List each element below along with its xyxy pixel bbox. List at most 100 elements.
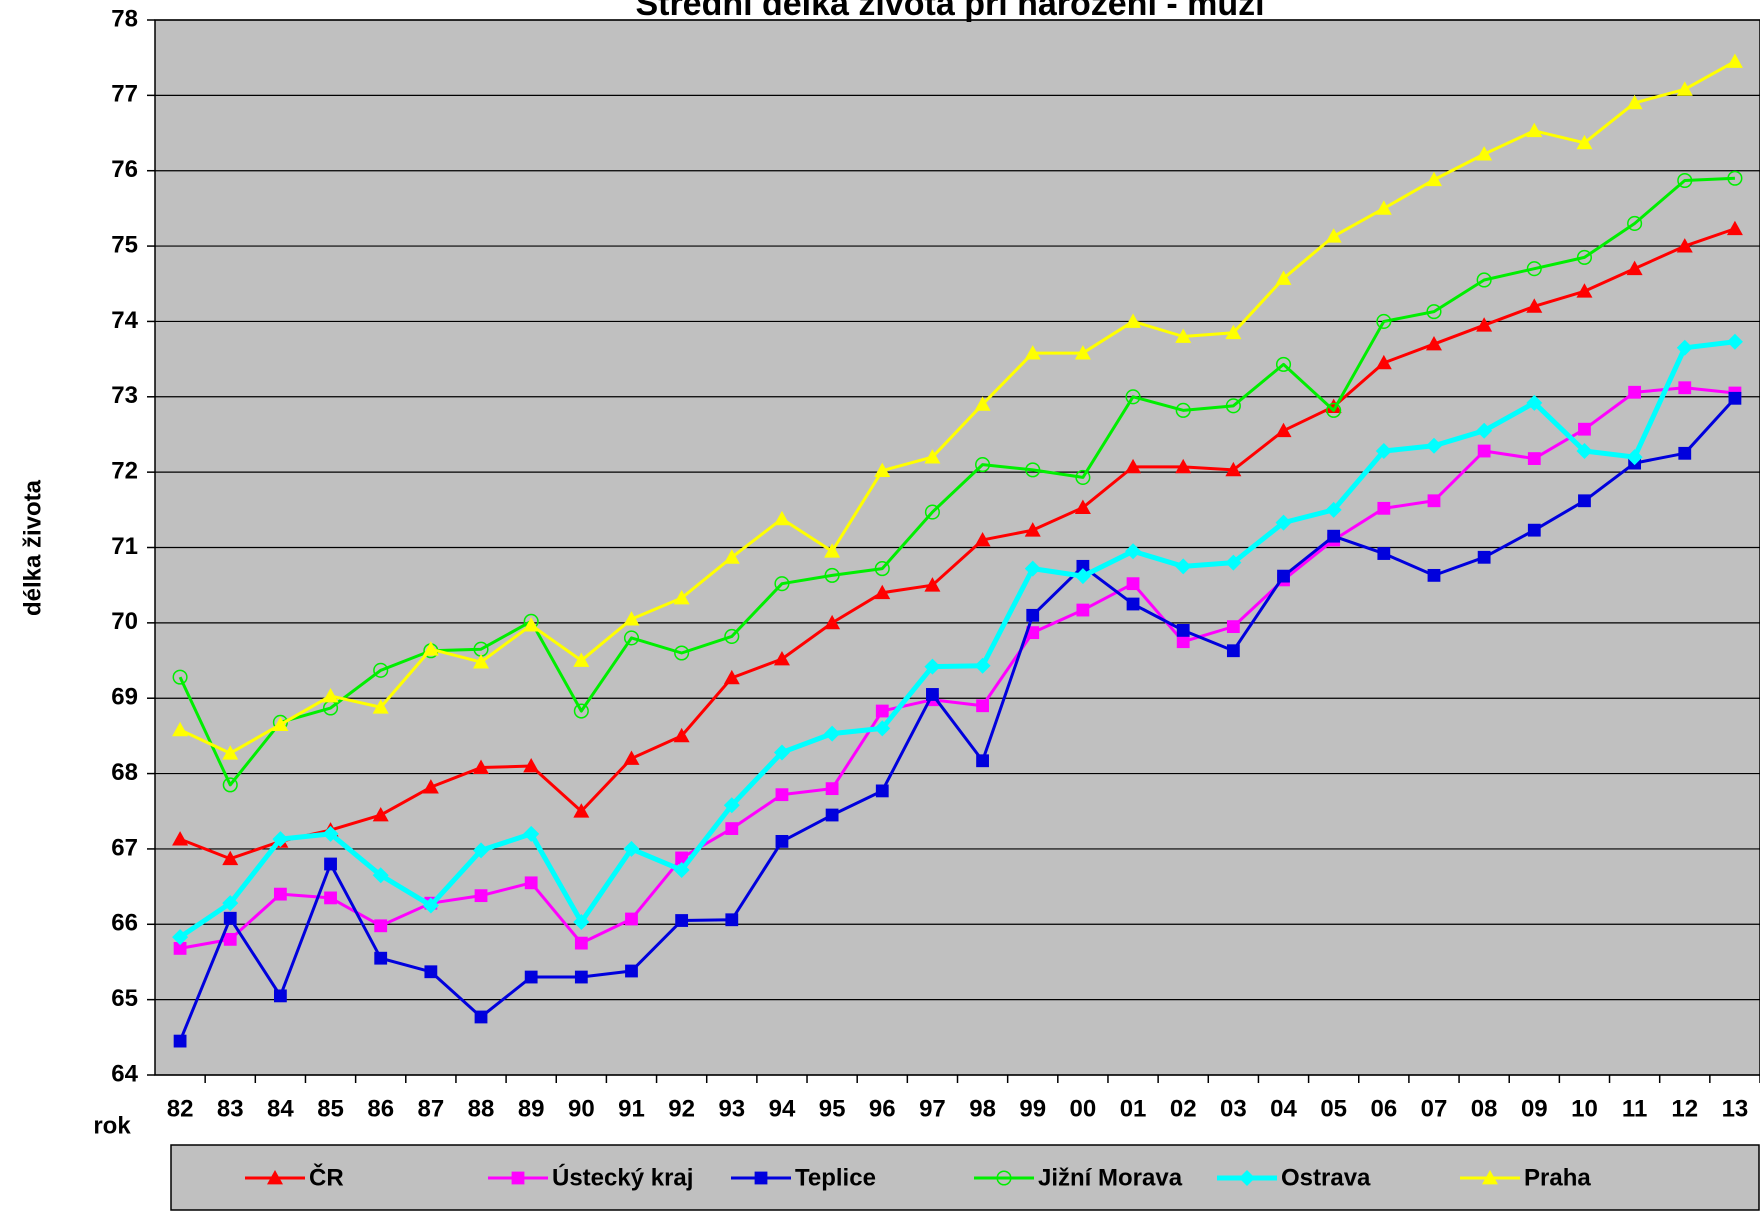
marker — [775, 834, 789, 848]
marker — [173, 942, 187, 955]
marker — [1226, 620, 1240, 634]
marker — [1225, 554, 1242, 571]
marker — [1578, 422, 1591, 436]
marker — [222, 850, 239, 866]
marker — [1325, 228, 1342, 243]
marker — [172, 929, 189, 946]
marker — [511, 1171, 525, 1185]
marker — [573, 703, 589, 719]
marker — [422, 897, 439, 914]
marker — [625, 964, 638, 978]
marker — [1026, 608, 1040, 622]
marker — [875, 704, 889, 718]
x-tick-label: 12 — [1671, 1095, 1698, 1122]
marker — [824, 614, 841, 630]
marker — [1327, 529, 1341, 543]
marker — [372, 807, 389, 822]
marker — [926, 688, 939, 701]
marker — [273, 887, 287, 901]
legend-label: Praha — [1524, 1164, 1591, 1191]
x-tick-label: 89 — [518, 1095, 545, 1122]
marker — [673, 862, 690, 879]
x-axis-label: rok — [93, 1112, 131, 1139]
marker — [1676, 81, 1693, 96]
marker — [623, 611, 640, 626]
x-tick-label: 09 — [1521, 1095, 1548, 1122]
marker — [1377, 501, 1391, 515]
series-line — [178, 339, 1736, 940]
marker — [1425, 336, 1442, 351]
marker — [1375, 200, 1392, 215]
x-tick-label: 11 — [1622, 1095, 1647, 1122]
marker — [725, 822, 739, 835]
y-tick-label: 66 — [111, 910, 138, 937]
marker — [1526, 261, 1542, 277]
marker — [1176, 635, 1190, 649]
marker — [1024, 560, 1041, 577]
marker — [773, 651, 790, 666]
marker — [774, 576, 790, 592]
marker — [1025, 462, 1041, 478]
marker — [172, 721, 189, 737]
y-tick-label: 65 — [111, 985, 138, 1012]
marker — [1726, 53, 1743, 68]
marker — [824, 725, 841, 742]
marker — [273, 989, 287, 1003]
x-tick-label: 83 — [217, 1095, 244, 1122]
marker — [1726, 333, 1743, 350]
marker — [1477, 444, 1491, 458]
y-tick-label: 76 — [111, 156, 138, 183]
marker — [1678, 446, 1692, 460]
marker — [825, 782, 839, 796]
marker — [574, 936, 588, 950]
marker — [1727, 170, 1743, 186]
marker — [1074, 568, 1091, 585]
marker — [725, 913, 739, 927]
y-tick-label: 77 — [111, 81, 138, 108]
marker — [1576, 249, 1593, 265]
marker — [723, 669, 740, 685]
marker — [1024, 345, 1041, 360]
marker — [223, 932, 237, 946]
marker — [1225, 398, 1241, 414]
y-tick-label: 74 — [111, 307, 138, 334]
series-line — [179, 386, 1736, 950]
marker — [623, 750, 640, 765]
marker — [1076, 603, 1090, 617]
series-line — [179, 227, 1736, 861]
x-tick-label: 85 — [317, 1095, 344, 1122]
marker — [754, 1171, 768, 1185]
y-tick-label: 75 — [111, 231, 138, 258]
marker — [1275, 356, 1292, 372]
marker — [975, 457, 991, 473]
marker — [1425, 171, 1442, 187]
marker — [322, 687, 339, 703]
marker — [222, 777, 238, 793]
x-tick-label: 90 — [568, 1095, 595, 1122]
marker — [1076, 559, 1090, 573]
marker — [976, 699, 989, 713]
marker — [523, 825, 540, 842]
y-tick-label: 72 — [111, 457, 138, 484]
x-tick-label: 84 — [267, 1095, 294, 1122]
marker — [1275, 270, 1292, 285]
marker — [1726, 220, 1743, 236]
x-tick-label: 94 — [769, 1095, 796, 1122]
marker — [1576, 283, 1593, 298]
marker — [775, 788, 789, 802]
marker — [996, 1170, 1012, 1186]
x-tick-label: 88 — [468, 1095, 495, 1122]
x-tick-label: 03 — [1220, 1095, 1247, 1122]
marker — [673, 727, 690, 743]
marker — [272, 831, 289, 848]
marker — [974, 396, 991, 411]
marker — [1125, 313, 1142, 328]
marker — [372, 867, 389, 884]
marker — [773, 510, 790, 526]
marker — [1225, 324, 1242, 340]
marker — [1482, 1170, 1498, 1185]
marker — [1476, 146, 1493, 161]
marker — [172, 831, 189, 846]
series-line — [178, 397, 1737, 1042]
marker — [874, 720, 891, 737]
